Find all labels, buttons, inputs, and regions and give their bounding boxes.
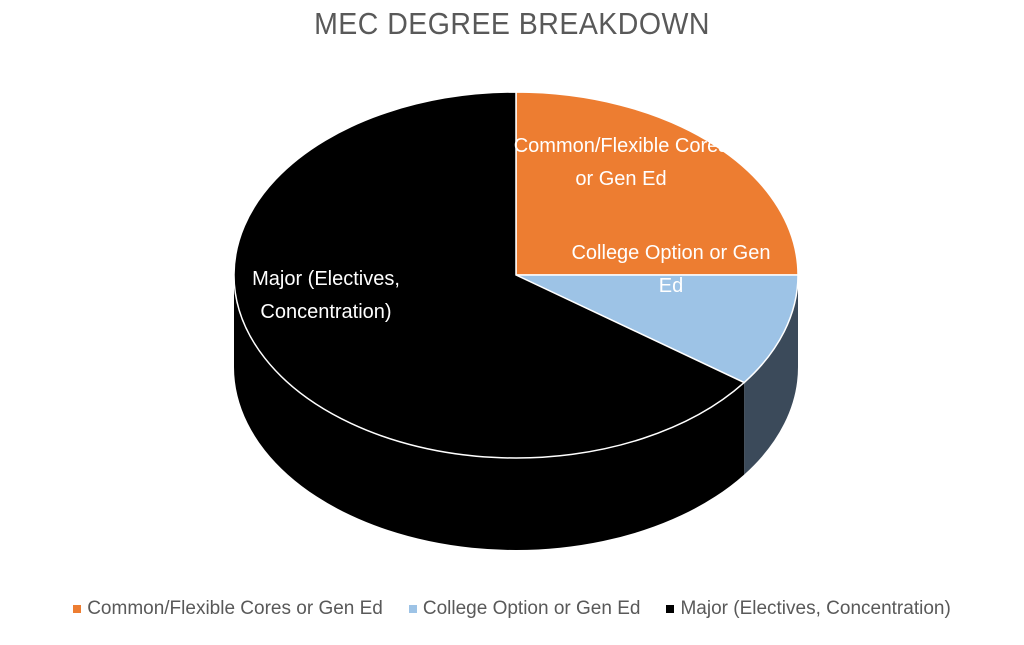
pie-chart: Common/Flexible Cores or Gen Ed College Op… (233, 91, 799, 550)
legend: Common/Flexible Cores or Gen Ed College … (0, 598, 1024, 620)
legend-entry-college-option[interactable]: College Option or Gen Ed (408, 598, 641, 620)
legend-swatch-common-cores (73, 605, 82, 613)
pie-sides (234, 275, 799, 550)
legend-swatch-major (666, 605, 675, 613)
pie-slice-major-electives-concentration[interactable] (233, 91, 746, 459)
legend-entry-common-cores[interactable]: Common/Flexible Cores or Gen Ed (73, 598, 383, 620)
pie-slice-college-option-or-gen-ed[interactable] (515, 274, 799, 384)
legend-label-major: Major (Electives, Concentration) (680, 598, 951, 619)
slice-label-major-electives-concentration: Major (Electives, Concentration) (252, 268, 400, 323)
pie-side-major-electives-concentration (234, 275, 745, 550)
slice-label-common-flexible-cores-or-gen-ed: Common/Flexible Cores or Gen Ed (514, 135, 729, 190)
legend-label-college-option: College Option or Gen Ed (422, 598, 641, 619)
pie-side-college-option-or-gen-ed (744, 275, 799, 475)
legend-entry-major[interactable]: Major (Electives, Concentration) (666, 598, 951, 620)
pie-slice-common-flexible-cores-or-gen-ed[interactable] (515, 91, 799, 276)
slice-label-college-option-or-gen-ed: College Option or Gen Ed (571, 242, 770, 297)
legend-swatch-college-option (408, 605, 417, 613)
legend-label-common-cores: Common/Flexible Cores or Gen Ed (87, 598, 383, 619)
pie-top (233, 91, 799, 459)
pie-labels: Common/Flexible Cores or Gen Ed College Op… (252, 135, 770, 323)
chart-title: MEC DEGREE BREAKDOWN (314, 6, 710, 41)
